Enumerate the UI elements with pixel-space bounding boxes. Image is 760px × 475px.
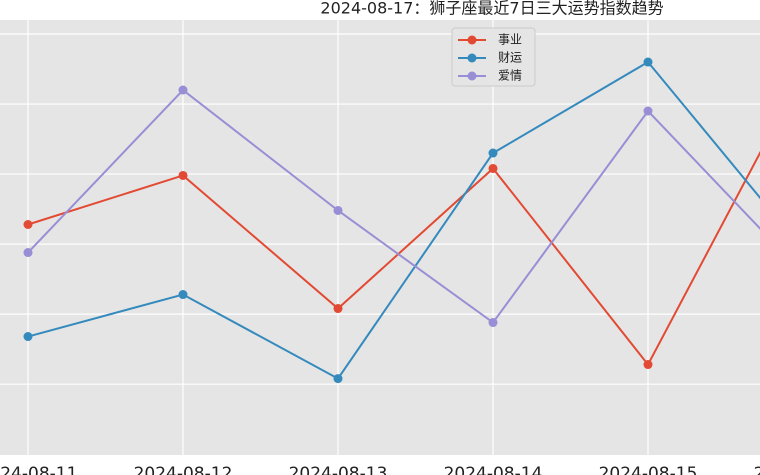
point [23,248,33,258]
x-tick-label: 2024-08-14 [444,464,543,475]
point [643,360,653,370]
x-tick-label: 2024-08-12 [134,464,233,475]
point [23,219,33,229]
point [333,374,343,384]
chart-title: 2024-08-17：狮子座最近7日三大运势指数趋势 [320,0,663,18]
point [333,205,343,215]
legend-marker [467,53,477,63]
point [643,106,653,116]
x-tick-label: 2024-08-13 [289,464,388,475]
point [23,332,33,342]
point [488,148,498,158]
series-line [27,150,760,367]
point [178,170,188,180]
point [643,57,653,67]
legend-label: 爱情 [498,69,522,83]
point [178,290,188,300]
point [333,304,343,314]
plot-area [0,20,760,455]
point [488,318,498,328]
x-tick-label: 2024-08-16 [754,464,760,475]
point [488,163,498,173]
legend-marker [467,35,477,45]
legend-label: 财运 [498,51,522,65]
point [178,85,188,95]
x-tick-label: 2024-08-11 [0,464,77,475]
x-tick-label: 2024-08-15 [599,464,698,475]
legend-label: 事业 [498,33,522,47]
legend-marker [467,71,477,81]
series-line [27,88,760,324]
